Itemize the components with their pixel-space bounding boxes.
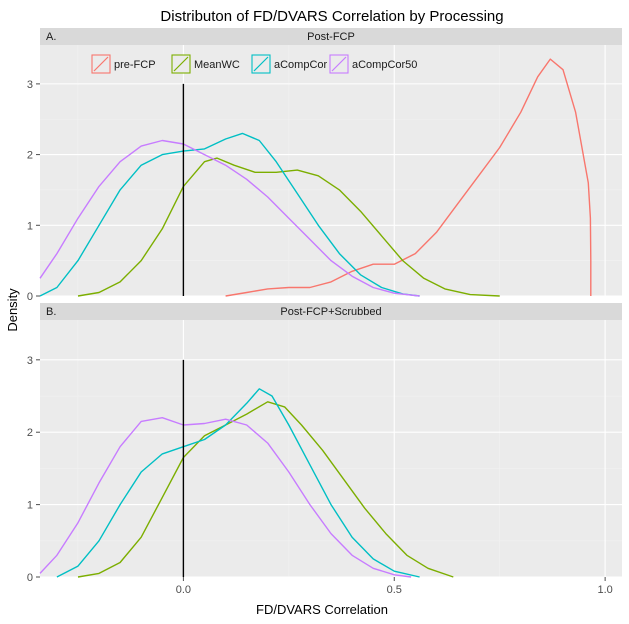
- series-line-acompcor50: [39, 417, 412, 578]
- panel-letter: B.: [46, 306, 56, 318]
- y-tick-label: 1: [27, 500, 33, 512]
- y-tick-label: 0: [27, 291, 33, 303]
- series-line-meanwc: [77, 401, 454, 578]
- y-tick-label: 3: [27, 355, 33, 367]
- x-axis-title: FD/DVARS Correlation: [256, 602, 388, 617]
- legend-label: aCompCor: [274, 59, 328, 71]
- legend-key-line: [253, 56, 269, 72]
- y-tick-label: 0: [27, 572, 33, 584]
- panel-b: B. Post-FCP+Scrubbed 0 1 2 3: [27, 303, 622, 584]
- facet-strip: [40, 28, 622, 45]
- series-line-meanwc: [77, 157, 500, 297]
- series-line-acompcor: [56, 388, 420, 578]
- legend-key-line: [173, 56, 189, 72]
- legend-label: aCompCor50: [352, 59, 417, 71]
- y-tick-label: 1: [27, 220, 33, 232]
- x-tick-label: 0.0: [176, 584, 191, 596]
- y-axis-title: Density: [5, 288, 20, 332]
- facet-strip: [40, 303, 622, 320]
- facet-label: Post-FCP+Scrubbed: [280, 306, 381, 318]
- legend-label: pre-FCP: [114, 59, 156, 71]
- legend-key-line: [331, 56, 347, 72]
- legend: pre-FCP MeanWC aCompCor aCompCor50: [91, 54, 417, 74]
- panel-a: A. Post-FCP 0 1 2 3: [27, 28, 622, 303]
- legend-key-line: [93, 56, 109, 72]
- series-line-pre-fcp: [225, 58, 592, 297]
- y-tick-label: 2: [27, 150, 33, 162]
- series-line-acompcor50: [39, 139, 420, 297]
- chart-title: Distributon of FD/DVARS Correlation by P…: [160, 8, 503, 25]
- series-line-acompcor: [39, 132, 420, 297]
- x-tick-label: 0.5: [387, 584, 402, 596]
- legend-label: MeanWC: [194, 59, 240, 71]
- plot-background: [40, 320, 622, 577]
- x-tick-label: 1.0: [597, 584, 612, 596]
- facet-label: Post-FCP: [307, 31, 355, 43]
- y-tick-label: 2: [27, 427, 33, 439]
- panel-letter: A.: [46, 31, 56, 43]
- y-tick-label: 3: [27, 79, 33, 91]
